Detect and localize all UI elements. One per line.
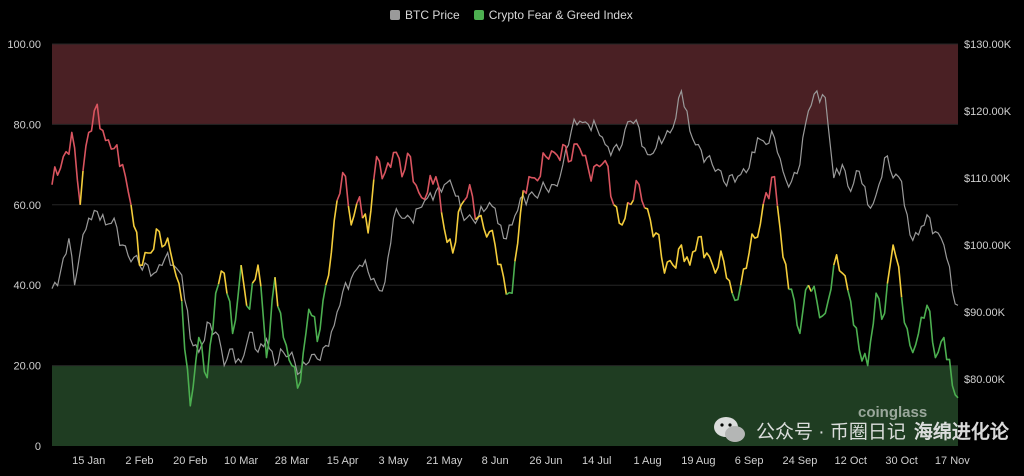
coinglass-watermark: coinglass (858, 404, 928, 421)
fear-greed-line-greed (82, 103, 132, 205)
right-axis-tick: $100.00K (964, 240, 1012, 252)
fear-greed-line-neutral (644, 207, 733, 294)
right-axis-tick: $110.00K (964, 173, 1011, 185)
left-axis-tick: 20.00 (13, 361, 41, 373)
fear-greed-line-neutral (79, 170, 84, 205)
x-axis-tick: 12 Oct (835, 455, 867, 467)
fear-greed-line-neutral (347, 203, 358, 226)
fear-greed-line-fear (181, 283, 220, 407)
left-axis-tick: 60.00 (13, 200, 41, 212)
right-axis-tick: $130.00K (964, 39, 1012, 51)
fear-greed-line-fear (505, 261, 516, 296)
fear-greed-line-neutral (514, 190, 525, 262)
fear-greed-line-neutral (474, 214, 508, 295)
fear-greed-line-neutral (776, 205, 790, 290)
fear-greed-line-fear (260, 277, 276, 359)
fear-greed-line-fear (847, 283, 889, 367)
x-axis-tick: 20 Feb (173, 455, 207, 467)
btc-price-line (51, 88, 959, 376)
btc-price-swatch (390, 10, 400, 20)
fear-greed-line-fear (788, 284, 810, 335)
fear-greed-line-greed (51, 131, 81, 205)
fear-greed-line-neutral (274, 277, 279, 307)
fear-greed-line-fear (226, 265, 242, 335)
legend-btc-label: BTC Price (405, 8, 460, 22)
left-axis-tick: 40.00 (13, 280, 41, 292)
x-axis-tick: 17 Nov (935, 455, 970, 467)
fear-greed-line-neutral (440, 200, 465, 254)
fear-greed-line-neutral (833, 254, 849, 291)
fear-greed-line-fear (731, 285, 742, 302)
fear-greed-line-neutral (240, 264, 248, 306)
left-axis-tick: 100.00 (7, 39, 41, 51)
watermark-account: 海绵进化论 (913, 421, 1009, 443)
x-axis-tick: 21 May (426, 455, 463, 467)
x-axis-tick: 8 Jun (482, 455, 509, 467)
fear-greed-line-greed (336, 171, 350, 207)
x-axis-tick: 15 Jan (72, 455, 105, 467)
fear-greed-swatch (473, 10, 484, 20)
x-axis-tick: 19 Aug (681, 455, 715, 467)
fear-greed-line-neutral (739, 203, 765, 286)
fear-greed-line-greed (356, 196, 364, 219)
fear-greed-line-fear (810, 265, 835, 319)
right-axis-tick: $80.00K (964, 374, 1006, 386)
left-axis-tick: 0 (35, 441, 41, 453)
x-axis-tick: 1 Aug (633, 455, 661, 467)
x-axis-tick: 10 Mar (224, 455, 259, 467)
fear-greed-line-greed (522, 143, 615, 206)
x-axis-tick: 26 Jun (529, 455, 562, 467)
fear-greed-line-greed (632, 179, 646, 209)
right-axis-tick: $90.00K (964, 307, 1006, 319)
watermark-channel: 公众号 · 币圈日记 (756, 421, 906, 443)
fear-greed-line-neutral (613, 202, 629, 226)
wechat-icon (714, 417, 745, 442)
fear-greed-line-fear (277, 285, 327, 389)
x-axis-tick: 14 Jul (582, 455, 611, 467)
fear-greed-line-greed (463, 183, 477, 220)
right-axis-tick: $120.00K (964, 106, 1012, 118)
fear-greed-line-neutral (361, 179, 375, 234)
x-axis-tick: 2 Feb (125, 455, 153, 467)
fear-greed-line-neutral (251, 264, 262, 287)
x-axis-tick: 30 Oct (885, 455, 917, 467)
fear-greed-line-neutral (217, 270, 228, 294)
fear-greed-line-neutral (629, 199, 635, 206)
fear-greed-line-neutral (886, 244, 903, 298)
x-axis-tick: 6 Sep (735, 455, 764, 467)
greed-zone (52, 44, 958, 125)
x-axis-tick: 15 Apr (327, 455, 359, 467)
legend-fg-label: Crypto Fear & Greed Index (488, 8, 633, 22)
legend-item-fear-greed[interactable]: Crypto Fear & Greed Index (473, 8, 633, 22)
x-axis-tick: 24 Sep (783, 455, 818, 467)
left-axis-tick: 80.00 (13, 119, 41, 131)
fear-greed-line-neutral (807, 284, 812, 292)
fear-greed-line-greed (373, 151, 443, 213)
fear-greed-line-fear (246, 283, 254, 311)
fear-zone (52, 365, 958, 446)
legend-item-btc-price[interactable]: BTC Price (390, 8, 460, 22)
fear-greed-line-neutral (130, 204, 183, 302)
chart-legend: BTC Price Crypto Fear & Greed Index (390, 6, 633, 24)
fear-greed-line-greed (762, 175, 779, 206)
wechat-watermark: 公众号 · 币圈日记 海绵进化论 (712, 410, 1009, 450)
fear-greed-line-neutral (325, 200, 338, 286)
x-axis-tick: 3 May (379, 455, 409, 467)
fear-greed-line-fear (900, 297, 959, 399)
x-axis-tick: 28 Mar (275, 455, 310, 467)
